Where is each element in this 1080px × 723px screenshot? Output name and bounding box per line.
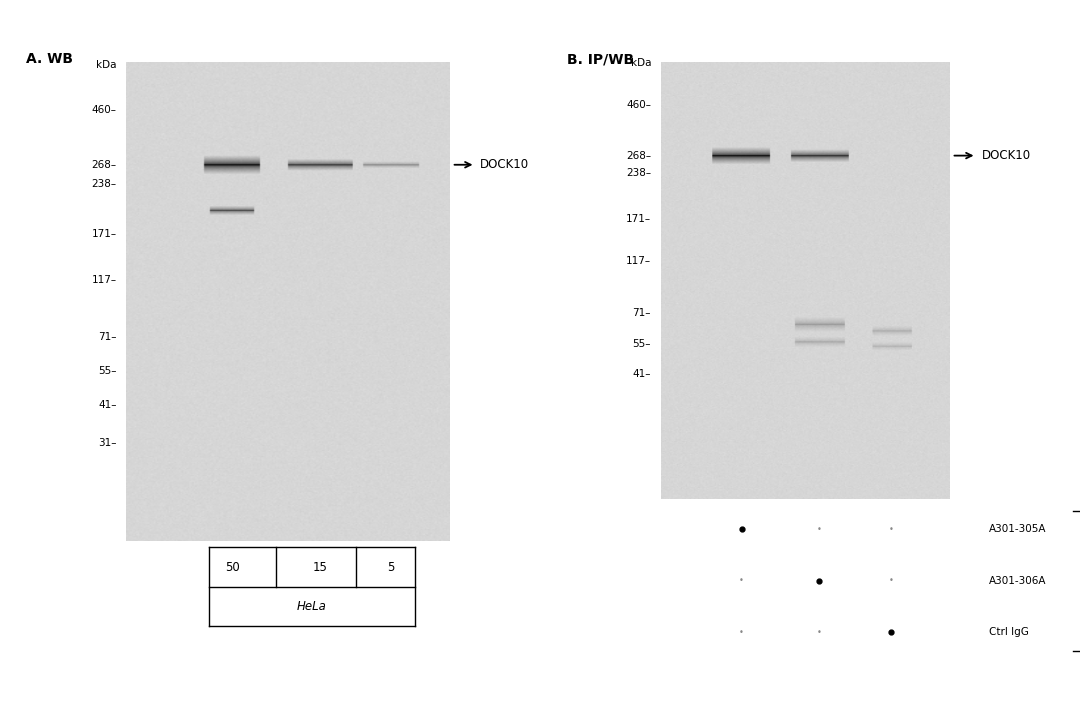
Text: 55–: 55– [98,366,117,376]
Text: A301-305A: A301-305A [989,524,1047,534]
Text: 460–: 460– [626,100,651,111]
Text: 117–: 117– [626,255,651,265]
Text: 55–: 55– [633,338,651,348]
Text: A. WB: A. WB [26,53,73,67]
Text: DOCK10: DOCK10 [982,149,1030,162]
Text: 71–: 71– [98,333,117,343]
Text: DOCK10: DOCK10 [481,158,529,171]
Text: 238–: 238– [626,168,651,178]
Text: B. IP/WB: B. IP/WB [567,53,634,67]
Text: kDa: kDa [96,61,117,70]
Text: •: • [739,628,744,637]
Text: 117–: 117– [92,275,117,285]
Text: 171–: 171– [626,214,651,224]
Text: A301-306A: A301-306A [989,576,1047,586]
Text: 15: 15 [312,561,327,573]
Text: Ctrl IgG: Ctrl IgG [989,628,1029,638]
Text: 5: 5 [388,561,395,573]
Text: kDa: kDa [631,59,651,68]
Text: •: • [889,576,894,586]
Text: 238–: 238– [92,179,117,189]
Text: 268–: 268– [626,150,651,161]
Text: 460–: 460– [92,105,117,114]
Text: •: • [889,525,894,534]
Text: 50: 50 [226,561,240,573]
Text: •: • [816,525,822,534]
Text: 71–: 71– [633,308,651,318]
Text: •: • [739,576,744,586]
Text: 31–: 31– [98,438,117,448]
Text: 171–: 171– [92,229,117,239]
Text: 268–: 268– [92,160,117,170]
Text: 41–: 41– [98,400,117,410]
Text: •: • [816,628,822,637]
Text: 41–: 41– [633,369,651,380]
Text: HeLa: HeLa [297,600,327,613]
